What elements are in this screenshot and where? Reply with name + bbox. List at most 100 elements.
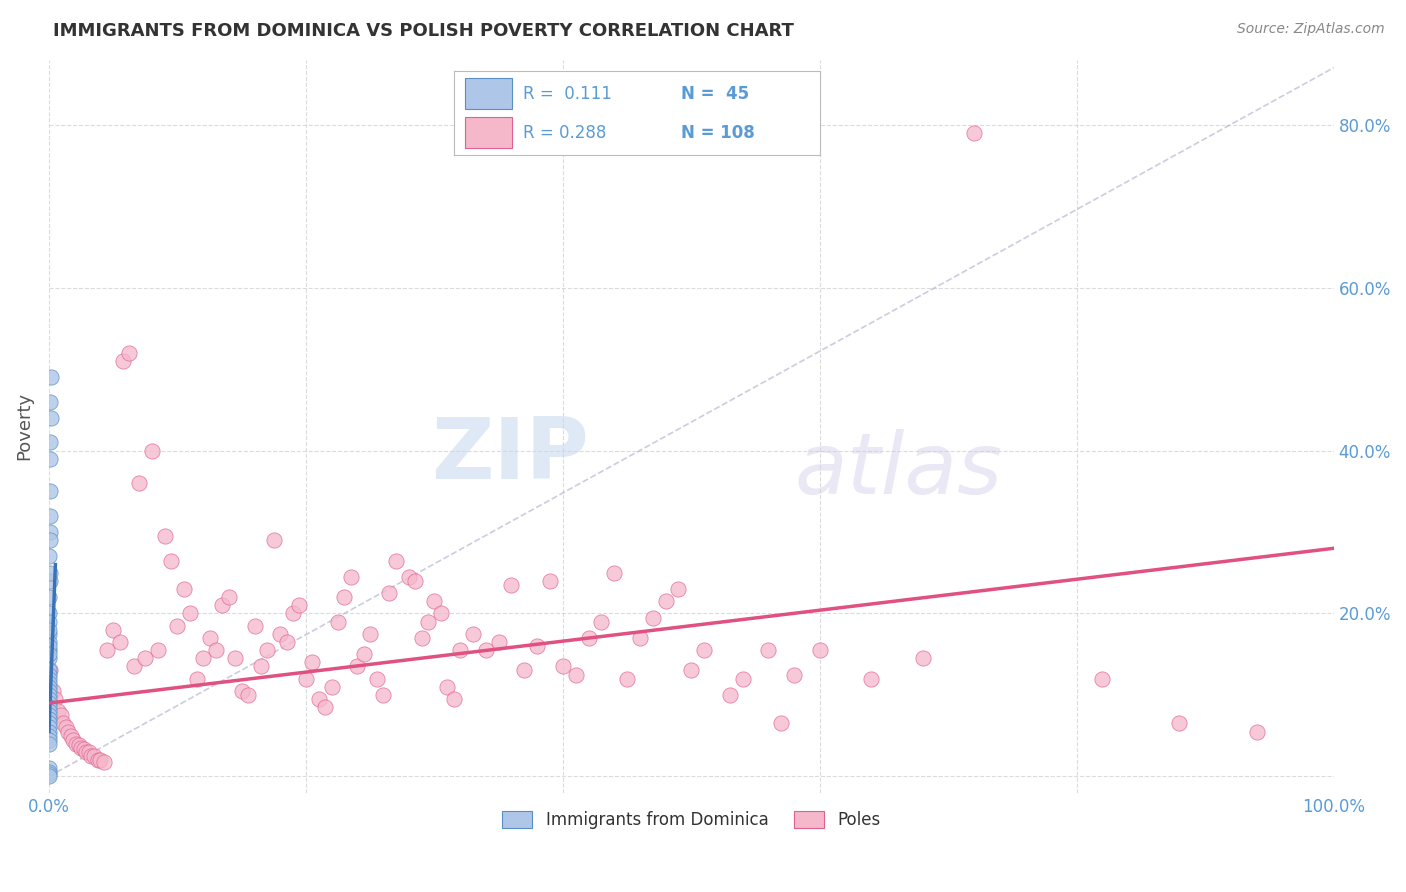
Point <box>288 599 311 613</box>
Point <box>44 692 66 706</box>
Point <box>38 639 60 653</box>
Point <box>198 631 221 645</box>
Point <box>404 574 426 588</box>
Point <box>39 451 62 466</box>
Point <box>93 755 115 769</box>
Point <box>166 618 188 632</box>
Point <box>603 566 626 580</box>
Point <box>321 680 343 694</box>
Point <box>38 700 60 714</box>
Point <box>38 574 60 588</box>
Point <box>191 651 214 665</box>
Point <box>38 627 60 641</box>
Point <box>308 692 330 706</box>
Text: ZIP: ZIP <box>430 414 589 497</box>
Point <box>38 692 60 706</box>
Point <box>371 688 394 702</box>
Point <box>173 582 195 596</box>
Point <box>96 643 118 657</box>
Point <box>42 683 65 698</box>
Point <box>385 553 408 567</box>
Point <box>461 627 484 641</box>
Point <box>39 664 62 678</box>
Point <box>38 680 60 694</box>
Point <box>326 615 349 629</box>
Point <box>38 729 60 743</box>
Point <box>564 667 586 681</box>
Point <box>38 566 60 580</box>
Point <box>186 672 208 686</box>
Text: atlas: atlas <box>794 429 1002 512</box>
Point <box>276 635 298 649</box>
Point <box>416 615 439 629</box>
Point <box>65 737 87 751</box>
Text: Source: ZipAtlas.com: Source: ZipAtlas.com <box>1237 22 1385 37</box>
Point <box>366 672 388 686</box>
Point <box>38 696 60 710</box>
Point <box>591 615 613 629</box>
Point <box>346 659 368 673</box>
Point <box>718 688 741 702</box>
Point <box>250 659 273 673</box>
Point <box>38 716 60 731</box>
Point <box>59 729 82 743</box>
Point <box>443 692 465 706</box>
Point <box>449 643 471 657</box>
Point <box>38 732 60 747</box>
Point <box>398 570 420 584</box>
Point <box>538 574 561 588</box>
Point <box>38 688 60 702</box>
Point <box>46 704 69 718</box>
Point <box>38 607 60 621</box>
Point <box>146 643 169 657</box>
Point <box>693 643 716 657</box>
Point <box>314 700 336 714</box>
Point <box>38 737 60 751</box>
Point <box>616 672 638 686</box>
Point <box>73 742 96 756</box>
Point <box>38 549 60 564</box>
Point <box>38 643 60 657</box>
Point <box>38 704 60 718</box>
Point <box>770 716 793 731</box>
Point <box>38 721 60 735</box>
Point <box>160 553 183 567</box>
Text: IMMIGRANTS FROM DOMINICA VS POLISH POVERTY CORRELATION CHART: IMMIGRANTS FROM DOMINICA VS POLISH POVER… <box>53 22 794 40</box>
Point <box>38 765 60 780</box>
Point <box>38 672 60 686</box>
Point <box>38 724 60 739</box>
Point <box>38 683 60 698</box>
Point <box>295 672 318 686</box>
Point <box>83 749 105 764</box>
Point <box>39 484 62 499</box>
Point <box>340 570 363 584</box>
Point <box>70 740 93 755</box>
Point <box>359 627 381 641</box>
Point <box>281 607 304 621</box>
Point <box>263 533 285 548</box>
Point <box>62 732 84 747</box>
Point <box>87 753 110 767</box>
Point <box>89 753 111 767</box>
Point <box>758 643 780 657</box>
Point <box>77 745 100 759</box>
Point <box>578 631 600 645</box>
Point <box>117 346 139 360</box>
Point <box>141 443 163 458</box>
Point <box>205 643 228 657</box>
Point <box>38 623 60 637</box>
Point <box>134 651 156 665</box>
Point <box>474 643 496 657</box>
Point <box>58 724 80 739</box>
Point <box>231 683 253 698</box>
Point <box>1091 672 1114 686</box>
Point <box>668 582 690 596</box>
Point <box>211 599 233 613</box>
Point <box>38 667 60 681</box>
Point <box>681 664 703 678</box>
Point <box>39 411 62 425</box>
Point <box>55 721 77 735</box>
Point <box>39 508 62 523</box>
Point <box>1246 724 1268 739</box>
Point <box>38 533 60 548</box>
